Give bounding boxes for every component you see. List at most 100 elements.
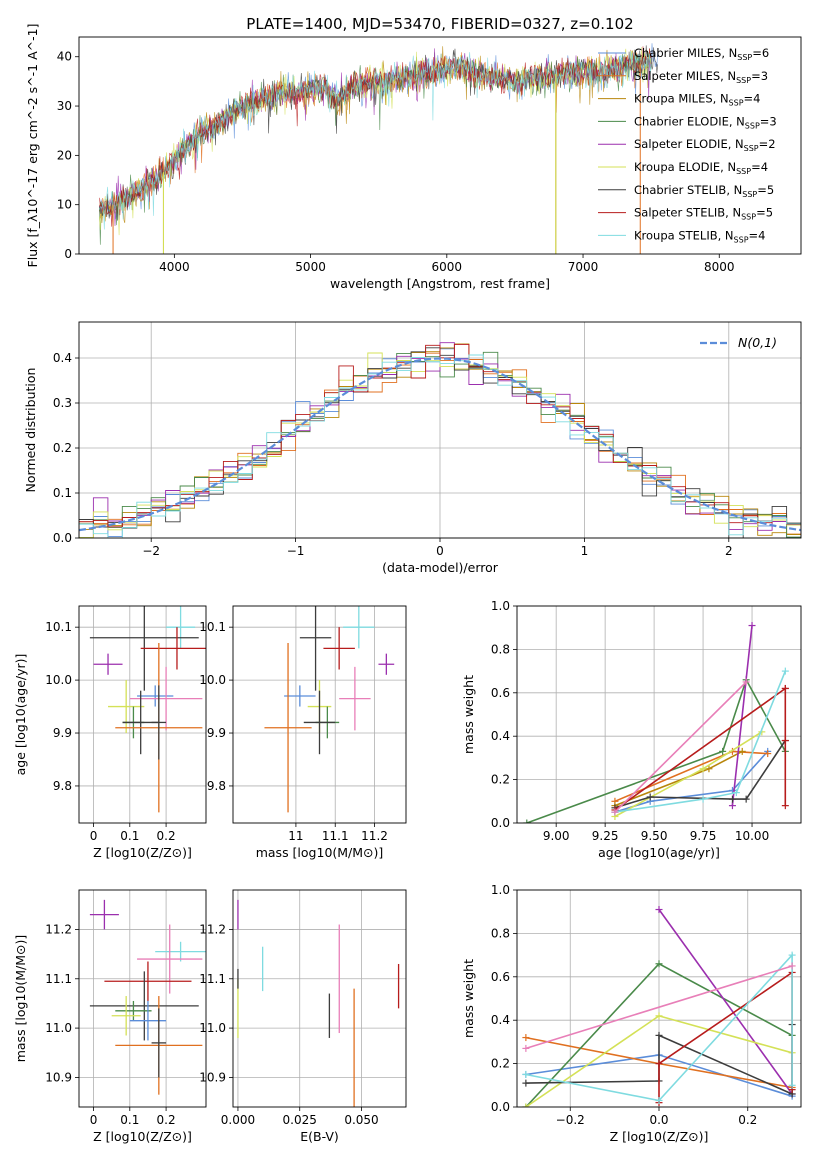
axes-frame bbox=[232, 605, 407, 824]
legend-text: Kroupa MILES, N bbox=[634, 92, 729, 106]
x-tick-label: −0.2 bbox=[556, 1113, 585, 1127]
plot-content bbox=[89, 899, 206, 1095]
weight-line-salpeter_elodie bbox=[658, 909, 793, 1095]
axes-frame bbox=[516, 605, 802, 824]
y-axis-label: Normed distribution bbox=[23, 368, 38, 493]
legend-entry: Salpeter ELODIE, NSSP=2 bbox=[634, 137, 776, 153]
plot-content bbox=[99, 43, 658, 254]
x-tick-label: 2 bbox=[725, 544, 733, 558]
axes-frame bbox=[78, 605, 207, 824]
y-tick-label: 40 bbox=[57, 50, 72, 64]
plot-area bbox=[79, 890, 206, 1107]
y-tick-label: 10 bbox=[57, 198, 72, 212]
y-tick-label: 0.4 bbox=[491, 1013, 510, 1027]
y-tick-label: 0.3 bbox=[53, 396, 72, 410]
x-tick-label: 0.0 bbox=[649, 1113, 668, 1127]
plot-area bbox=[517, 606, 801, 823]
weight-line-kroupa_stelib bbox=[614, 670, 787, 813]
panel-spectrum: 4000 5000 6000 7000 8000 0 10 20 30 40 wavelength … bbox=[25, 24, 802, 291]
legend-suffix: =3 bbox=[760, 114, 777, 128]
legend-sub: SSP bbox=[736, 76, 751, 85]
legend-sub: SSP bbox=[729, 99, 744, 108]
x-tick-label: 11.1 bbox=[322, 829, 349, 843]
spectrum-line-salpeter_stelib bbox=[99, 46, 652, 227]
y-axis-label: mass weight bbox=[461, 959, 476, 1038]
legend-sub: SSP bbox=[737, 53, 752, 62]
plot-content bbox=[79, 342, 801, 538]
x-axis-label: wavelength [Angstrom, rest frame] bbox=[330, 276, 550, 291]
y-tick-label: 10.9 bbox=[199, 1070, 226, 1084]
x-axis-label: Z [log10(Z/Z⊙)] bbox=[610, 1129, 709, 1144]
y-tick-label: 1.0 bbox=[491, 599, 510, 613]
x-axis-label: age [log10(age/yr)] bbox=[598, 845, 720, 860]
weight-line-salpeter_elodie bbox=[731, 625, 753, 806]
y-tick-label: 10.9 bbox=[45, 1070, 72, 1084]
x-tick-label: 1 bbox=[581, 544, 589, 558]
y-tick-label: 10.0 bbox=[199, 673, 226, 687]
y-tick-label: 30 bbox=[57, 99, 72, 113]
x-tick-label: 0.2 bbox=[738, 1113, 757, 1127]
weight-line-extra_pink bbox=[525, 965, 793, 1050]
x-tick-label: 10.00 bbox=[735, 829, 769, 843]
legend-suffix: =5 bbox=[756, 206, 773, 220]
x-tick-label: −1 bbox=[287, 544, 305, 558]
y-tick-label: 9.9 bbox=[53, 726, 72, 740]
y-tick-label: 0.6 bbox=[491, 970, 510, 984]
legend-entry: Kroupa ELODIE, NSSP=4 bbox=[634, 160, 768, 176]
plot-area bbox=[233, 890, 406, 1107]
x-tick-label: 11 bbox=[288, 829, 303, 843]
legend-entry: Chabrier ELODIE, NSSP=3 bbox=[634, 114, 777, 130]
axes-frame bbox=[516, 889, 802, 1108]
x-tick-label: 0.025 bbox=[283, 1113, 317, 1127]
legend-text: Chabrier STELIB, N bbox=[634, 183, 742, 197]
y-tick-label: 9.8 bbox=[53, 779, 72, 793]
x-axis-label: (data-model)/error bbox=[382, 560, 499, 575]
legend-entry: Chabrier STELIB, NSSP=5 bbox=[634, 183, 774, 199]
panel-residual_hist: −2 −1 0 1 2 0.0 0.1 0.2 0.3 0.4 (data-model)/error… bbox=[23, 321, 802, 575]
x-axis-label: E(B-V) bbox=[300, 1129, 339, 1144]
y-tick-label: 9.8 bbox=[207, 779, 226, 793]
legend-entry: N(0,1) bbox=[738, 335, 777, 350]
panel-mass_vs_Z: 0 0.1 0.2 10.9 11.0 11.1 11.2 Z [log10(Z/Z⊙)] ma… bbox=[13, 889, 207, 1144]
figure-title: PLATE=1400, MJD=53470, FIBERID=0327, z=0… bbox=[246, 15, 633, 33]
plot-content bbox=[264, 606, 395, 813]
x-tick-label: 0.2 bbox=[157, 829, 176, 843]
legend-sub: SSP bbox=[736, 167, 751, 176]
y-tick-label: 0.0 bbox=[53, 531, 72, 545]
legend-sub: SSP bbox=[742, 190, 757, 199]
y-tick-label: 0.0 bbox=[491, 816, 510, 830]
y-tick-label: 0 bbox=[64, 247, 72, 261]
legend-suffix: =3 bbox=[751, 69, 768, 83]
x-axis-label: mass [log10(M/M⊙)] bbox=[256, 845, 384, 860]
legend-text: Chabrier MILES, N bbox=[634, 46, 737, 60]
x-tick-label: −2 bbox=[142, 544, 160, 558]
x-tick-label: 0 bbox=[90, 829, 98, 843]
y-tick-label: 11.2 bbox=[45, 922, 72, 936]
x-tick-label: 5000 bbox=[295, 260, 326, 274]
legend-sub: SSP bbox=[745, 121, 760, 130]
y-tick-label: 11.0 bbox=[45, 1021, 72, 1035]
panel-weight_vs_Z: −0.2 0.0 0.2 0.0 0.2 0.4 0.6 0.8 1.0 Z [log10(Z/Z… bbox=[461, 883, 802, 1144]
legend-text: Salpeter ELODIE, N bbox=[634, 137, 744, 151]
panel-age_vs_Z: 0 0.1 0.2 9.8 9.9 10.0 10.1 Z [log10(Z/Z⊙)] age … bbox=[13, 605, 207, 860]
y-tick-label: 0.2 bbox=[53, 441, 72, 455]
x-tick-label: 9.00 bbox=[543, 829, 570, 843]
panel-weight_vs_age: 9.00 9.25 9.50 9.75 10.00 0.0 0.2 0.4 0.6 0.8 1.0 a… bbox=[461, 599, 802, 860]
weight-line-extra_pink bbox=[614, 681, 747, 813]
y-tick-label: 0.0 bbox=[491, 1100, 510, 1114]
y-tick-label: 0.4 bbox=[491, 729, 510, 743]
x-tick-label: 6000 bbox=[432, 260, 463, 274]
legend-text: Chabrier ELODIE, N bbox=[634, 114, 745, 128]
x-axis-label: Z [log10(Z/Z⊙)] bbox=[93, 845, 192, 860]
y-tick-label: 0.2 bbox=[491, 1057, 510, 1071]
x-tick-label: 9.50 bbox=[641, 829, 668, 843]
x-tick-label: 0.2 bbox=[157, 1113, 176, 1127]
y-tick-label: 9.9 bbox=[207, 726, 226, 740]
legend-sub: SSP bbox=[734, 235, 749, 244]
x-tick-label: 0.050 bbox=[344, 1113, 378, 1127]
x-tick-label: 9.75 bbox=[690, 829, 717, 843]
x-tick-label: 11.2 bbox=[361, 829, 388, 843]
weight-line-kroupa_stelib bbox=[525, 953, 793, 1102]
weight-line-chabrier_elodie bbox=[526, 677, 787, 823]
